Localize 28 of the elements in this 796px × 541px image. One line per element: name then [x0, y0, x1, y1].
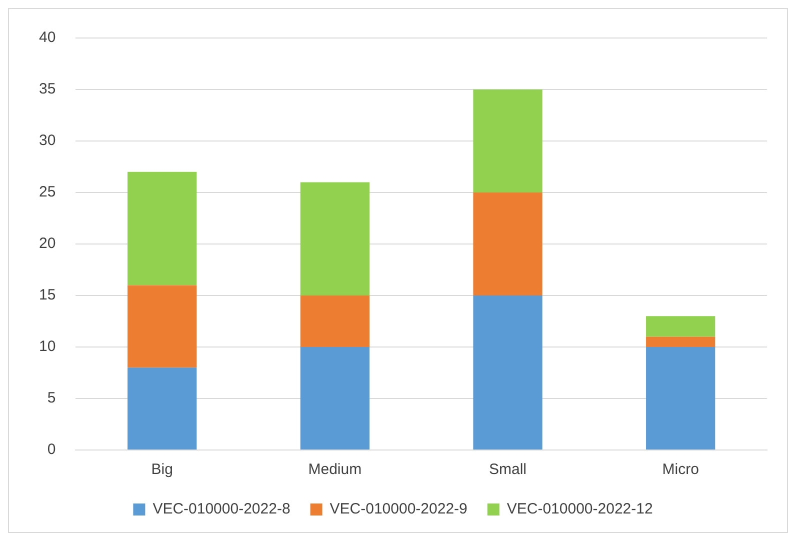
legend-label: VEC-010000-2022-12 [506, 500, 653, 518]
bar [473, 296, 542, 450]
legend-label: VEC-010000-2022-8 [152, 500, 290, 518]
y-tick-label: 15 [38, 286, 56, 304]
bar [128, 368, 197, 450]
bar [473, 90, 542, 192]
bar [128, 172, 197, 286]
x-tick-label: Small [489, 461, 527, 478]
bar [646, 336, 716, 347]
bar [300, 296, 370, 347]
bar [646, 347, 716, 450]
y-tick-label: 30 [38, 132, 56, 150]
bar [128, 285, 197, 368]
y-tick-label: 25 [38, 184, 56, 201]
bar [300, 182, 370, 296]
x-tick-label: Micro [662, 461, 699, 478]
y-tick-label: 20 [38, 235, 56, 252]
y-tick-label: 40 [38, 29, 56, 46]
bar [300, 347, 370, 450]
y-tick-label: 35 [38, 80, 56, 98]
x-tick-label: Medium [308, 461, 362, 478]
legend-label: VEC-010000-2022-9 [330, 500, 468, 518]
y-tick-label: 5 [47, 390, 56, 407]
bar [473, 192, 542, 296]
x-tick-label: Big [151, 461, 173, 478]
y-tick-label: 10 [38, 338, 56, 356]
y-tick-label: 0 [47, 441, 56, 458]
bar [646, 316, 716, 337]
